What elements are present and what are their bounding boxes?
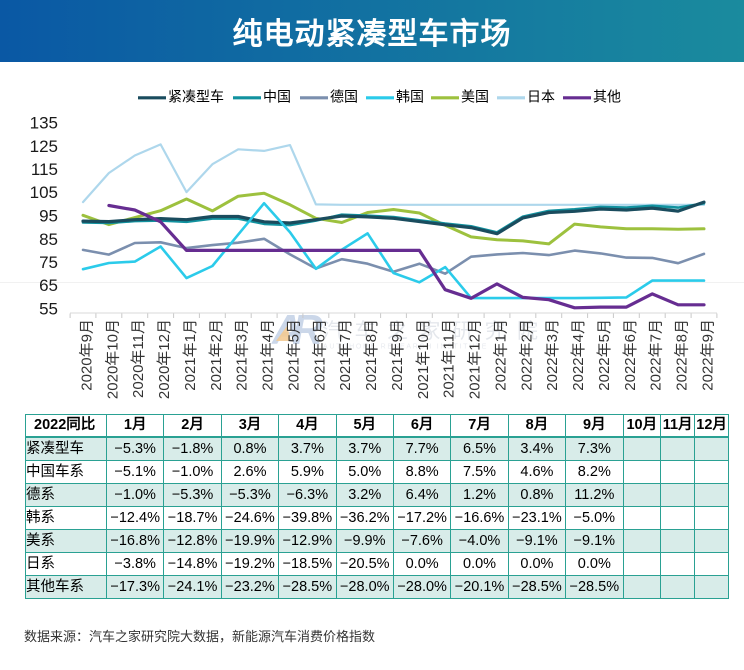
svg-text:2022年4月: 2022年4月 <box>570 319 587 391</box>
svg-text:65: 65 <box>39 276 58 295</box>
svg-text:2022年1月: 2022年1月 <box>492 319 509 391</box>
svg-text:105: 105 <box>30 183 58 202</box>
svg-text:2021年8月: 2021年8月 <box>363 319 380 391</box>
svg-text:紧凑型车: 紧凑型车 <box>168 89 224 105</box>
svg-text:2020年11月: 2020年11月 <box>130 319 147 398</box>
svg-text:日本: 日本 <box>527 89 555 105</box>
svg-text:汽车之家研究院: 汽车之家研究院 <box>322 320 550 343</box>
svg-text:2021年11月: 2021年11月 <box>441 319 458 398</box>
svg-text:中国: 中国 <box>263 89 291 105</box>
svg-text:2021年10月: 2021年10月 <box>415 319 432 399</box>
svg-text:2021年9月: 2021年9月 <box>389 319 406 391</box>
svg-text:2020年12月: 2020年12月 <box>156 319 173 399</box>
svg-text:2022年5月: 2022年5月 <box>596 319 613 391</box>
svg-text:2021年4月: 2021年4月 <box>260 319 277 391</box>
svg-text:美国: 美国 <box>461 89 489 105</box>
svg-text:AUTOHOME RESEARCH INSTITUTE: AUTOHOME RESEARCH INSTITUTE <box>323 344 488 351</box>
svg-text:95: 95 <box>39 207 58 226</box>
svg-text:115: 115 <box>31 160 58 179</box>
svg-text:2021年3月: 2021年3月 <box>234 319 251 391</box>
svg-text:2022年7月: 2022年7月 <box>648 319 665 391</box>
svg-text:55: 55 <box>39 300 58 319</box>
svg-text:德国: 德国 <box>330 89 358 105</box>
svg-text:2021年6月: 2021年6月 <box>311 319 328 391</box>
svg-text:2022年6月: 2022年6月 <box>622 319 639 391</box>
svg-text:韩国: 韩国 <box>396 89 424 105</box>
svg-text:2022年3月: 2022年3月 <box>544 319 561 391</box>
svg-text:2020年9月: 2020年9月 <box>78 319 95 391</box>
svg-text:2022年2月: 2022年2月 <box>518 319 535 391</box>
svg-text:2021年1月: 2021年1月 <box>182 319 199 391</box>
svg-text:125: 125 <box>30 137 58 156</box>
svg-text:其他: 其他 <box>593 89 621 105</box>
svg-text:2022年9月: 2022年9月 <box>699 319 716 391</box>
svg-text:2021年12月: 2021年12月 <box>467 319 484 399</box>
svg-text:2021年5月: 2021年5月 <box>285 319 302 391</box>
svg-text:2022年8月: 2022年8月 <box>674 319 691 391</box>
svg-text:135: 135 <box>30 114 58 133</box>
svg-text:85: 85 <box>39 230 58 249</box>
svg-text:2021年2月: 2021年2月 <box>208 319 225 391</box>
svg-text:2020年10月: 2020年10月 <box>104 319 121 399</box>
svg-text:2021年7月: 2021年7月 <box>337 319 354 391</box>
svg-text:75: 75 <box>39 253 58 272</box>
